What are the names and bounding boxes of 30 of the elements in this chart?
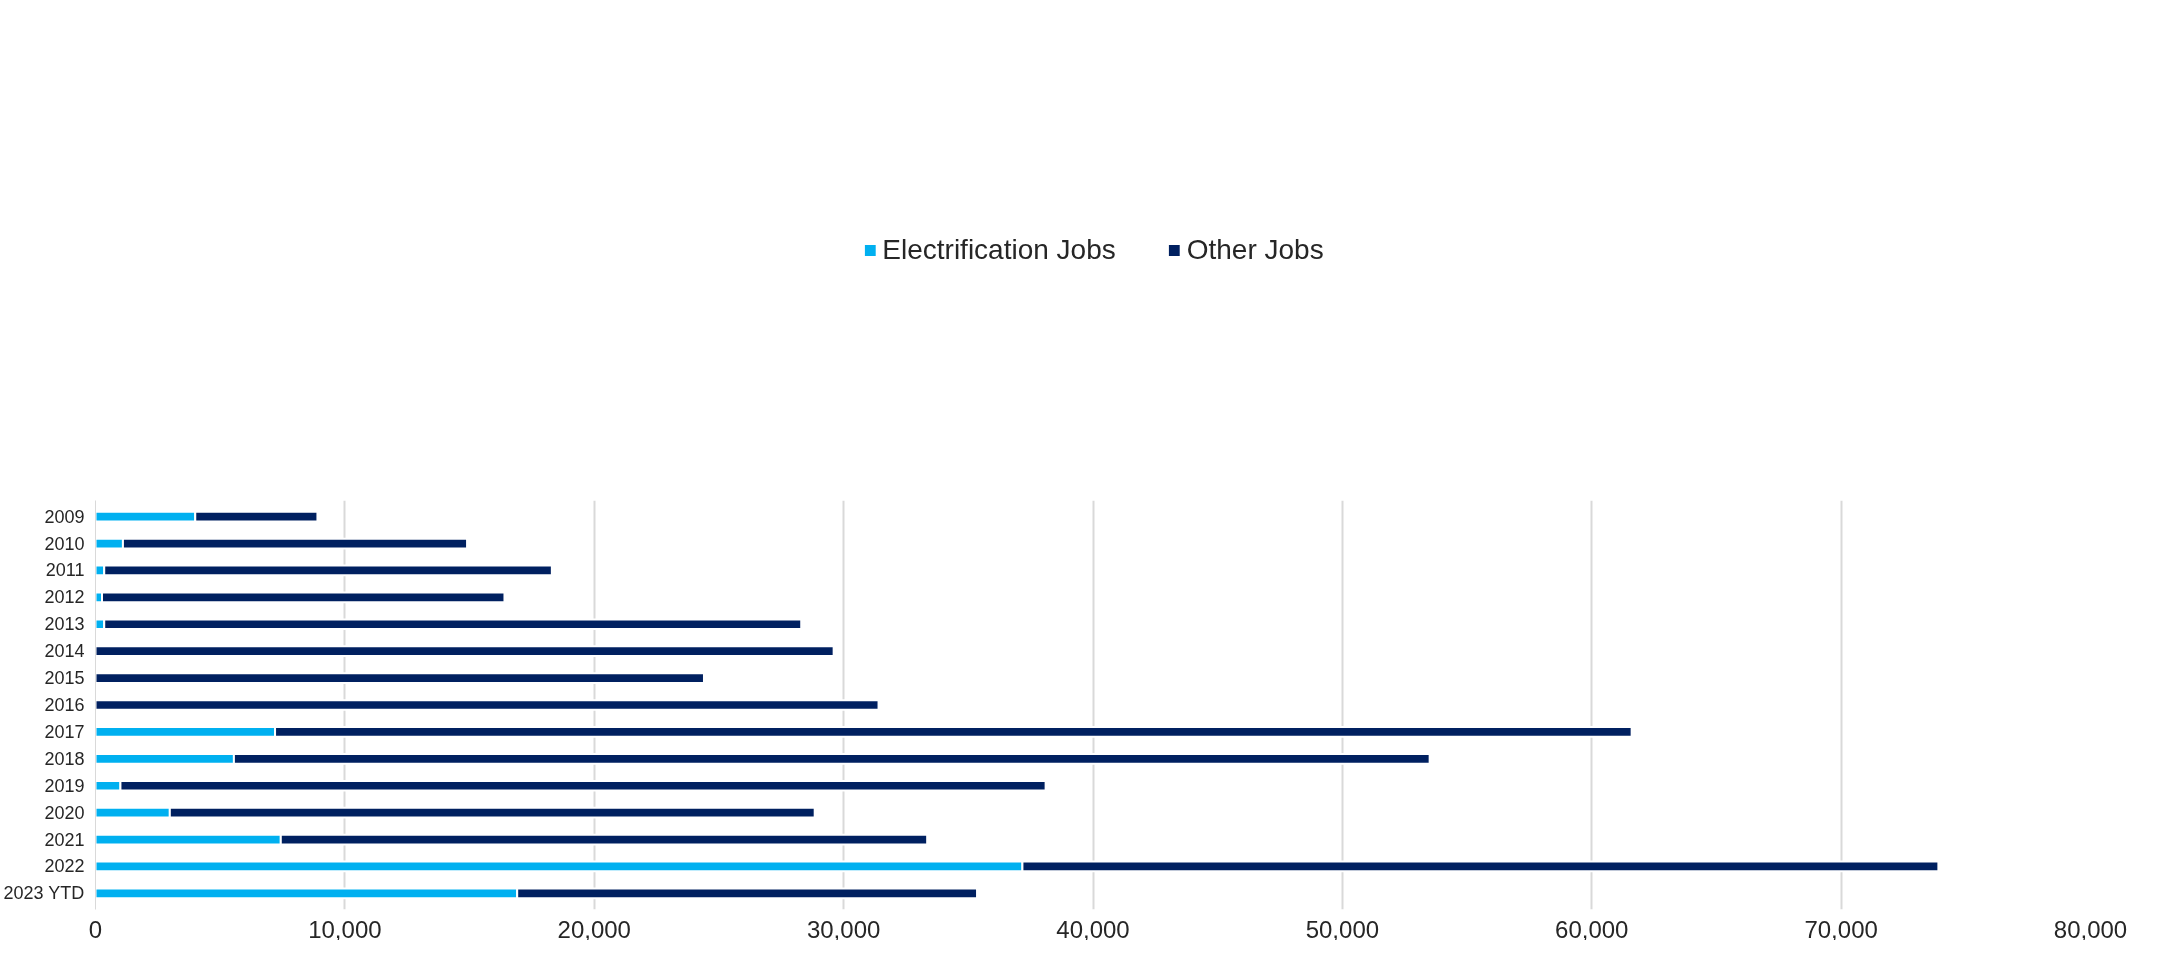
y-tick-label: 2020 bbox=[44, 802, 85, 823]
y-tick-label: 2017 bbox=[44, 721, 85, 742]
bar bbox=[95, 672, 705, 684]
x-tick-label: 30,000 bbox=[806, 915, 881, 943]
bar bbox=[100, 591, 506, 604]
x-tick-label: 20,000 bbox=[557, 915, 631, 943]
y-tick-label: 2023 YTD bbox=[3, 883, 85, 904]
x-tick-label: 70,000 bbox=[1804, 915, 1878, 943]
x-tick-label: 80,000 bbox=[2053, 915, 2128, 943]
y-tick-label: 2021 bbox=[44, 829, 85, 850]
y-tick-label: 2013 bbox=[44, 614, 85, 635]
x-tick-label: 50,000 bbox=[1305, 915, 1380, 943]
y-tick-label: 2009 bbox=[44, 506, 85, 527]
y-tick-label: 2016 bbox=[44, 695, 85, 715]
x-tick-label: 0 bbox=[88, 915, 103, 943]
y-tick-label: 2015 bbox=[44, 668, 85, 689]
bar bbox=[95, 699, 880, 711]
y-tick-label: 2011 bbox=[45, 560, 85, 581]
y-tick-label: 2012 bbox=[44, 587, 85, 608]
x-tick-label: 40,000 bbox=[1056, 915, 1130, 943]
y-tick-label: 2018 bbox=[44, 748, 85, 769]
bar bbox=[95, 645, 835, 658]
x-tick-label: 60,000 bbox=[1555, 915, 1629, 943]
y-tick-label: 2022 bbox=[44, 856, 85, 877]
y-tick-label: 2010 bbox=[44, 533, 85, 554]
legend-label: Other Jobs bbox=[1186, 234, 1324, 266]
x-tick-label: 10,000 bbox=[308, 915, 382, 943]
y-tick-label: 2014 bbox=[44, 641, 85, 662]
y-tick-label: 2019 bbox=[44, 775, 85, 796]
legend-label: Electrification Jobs bbox=[882, 234, 1116, 266]
